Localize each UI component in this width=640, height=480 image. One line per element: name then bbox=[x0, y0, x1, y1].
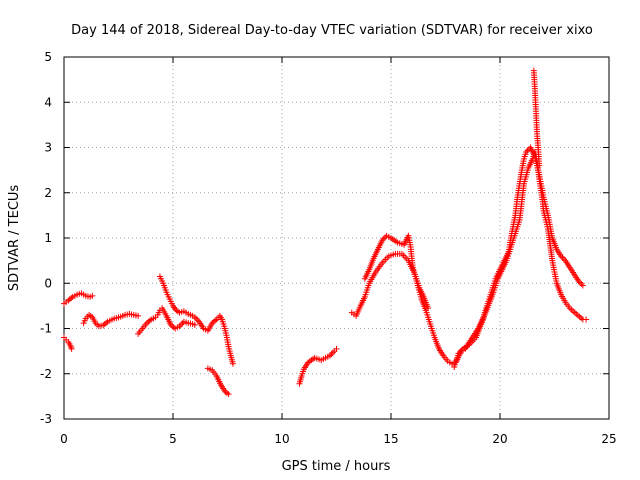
y-tick-label: 1 bbox=[44, 231, 52, 245]
y-tick-label: -3 bbox=[40, 412, 52, 426]
x-tick-label: 0 bbox=[60, 432, 68, 446]
x-axis-label: GPS time / hours bbox=[282, 459, 391, 474]
x-tick-label: 15 bbox=[383, 432, 398, 446]
y-axis-label: SDTVAR / TECUs bbox=[7, 185, 22, 292]
data-points bbox=[61, 67, 590, 398]
data-point bbox=[578, 281, 585, 288]
data-point bbox=[135, 312, 142, 319]
data-point bbox=[146, 317, 153, 324]
data-point bbox=[329, 349, 336, 356]
y-tick-label: -2 bbox=[40, 367, 52, 381]
series-s11 bbox=[530, 67, 543, 169]
data-point bbox=[191, 321, 198, 328]
y-tick-label: 4 bbox=[44, 95, 52, 109]
data-point bbox=[333, 345, 340, 352]
series-s4 bbox=[135, 305, 198, 337]
x-tick-label: 5 bbox=[169, 432, 177, 446]
data-point bbox=[328, 351, 335, 358]
series-s1 bbox=[61, 290, 96, 307]
series-s9 bbox=[361, 144, 586, 367]
data-point bbox=[536, 162, 543, 169]
grid bbox=[64, 57, 609, 419]
x-tick-label: 20 bbox=[492, 432, 507, 446]
series-s2 bbox=[61, 334, 75, 352]
y-tick-label: 2 bbox=[44, 186, 52, 200]
data-point bbox=[193, 315, 200, 322]
data-point bbox=[579, 282, 586, 289]
series-s10 bbox=[451, 149, 590, 370]
x-tick-label: 10 bbox=[274, 432, 289, 446]
data-point bbox=[229, 360, 236, 367]
y-tick-label: -1 bbox=[40, 322, 52, 336]
data-point bbox=[179, 320, 186, 327]
data-point bbox=[225, 391, 232, 398]
axis-ticks bbox=[63, 56, 610, 420]
series-s5 bbox=[156, 273, 236, 367]
x-tick-label: 25 bbox=[601, 432, 616, 446]
data-point bbox=[68, 345, 75, 352]
y-tick-label: 5 bbox=[44, 50, 52, 64]
data-point bbox=[89, 292, 96, 299]
y-tick-label: 0 bbox=[44, 276, 52, 290]
tick-labels: 0 5 10 15 20 25 -3 -2 -1 0 1 2 3 4 5 bbox=[40, 50, 617, 446]
chart-title: Day 144 of 2018, Sidereal Day-to-day VTE… bbox=[71, 23, 593, 38]
series-s6 bbox=[204, 365, 232, 398]
data-point bbox=[583, 316, 590, 323]
data-point bbox=[68, 295, 75, 302]
series-s3 bbox=[80, 311, 142, 330]
data-point bbox=[103, 319, 110, 326]
y-tick-label: 3 bbox=[44, 141, 52, 155]
series-s7 bbox=[296, 345, 340, 387]
data-point bbox=[212, 317, 219, 324]
